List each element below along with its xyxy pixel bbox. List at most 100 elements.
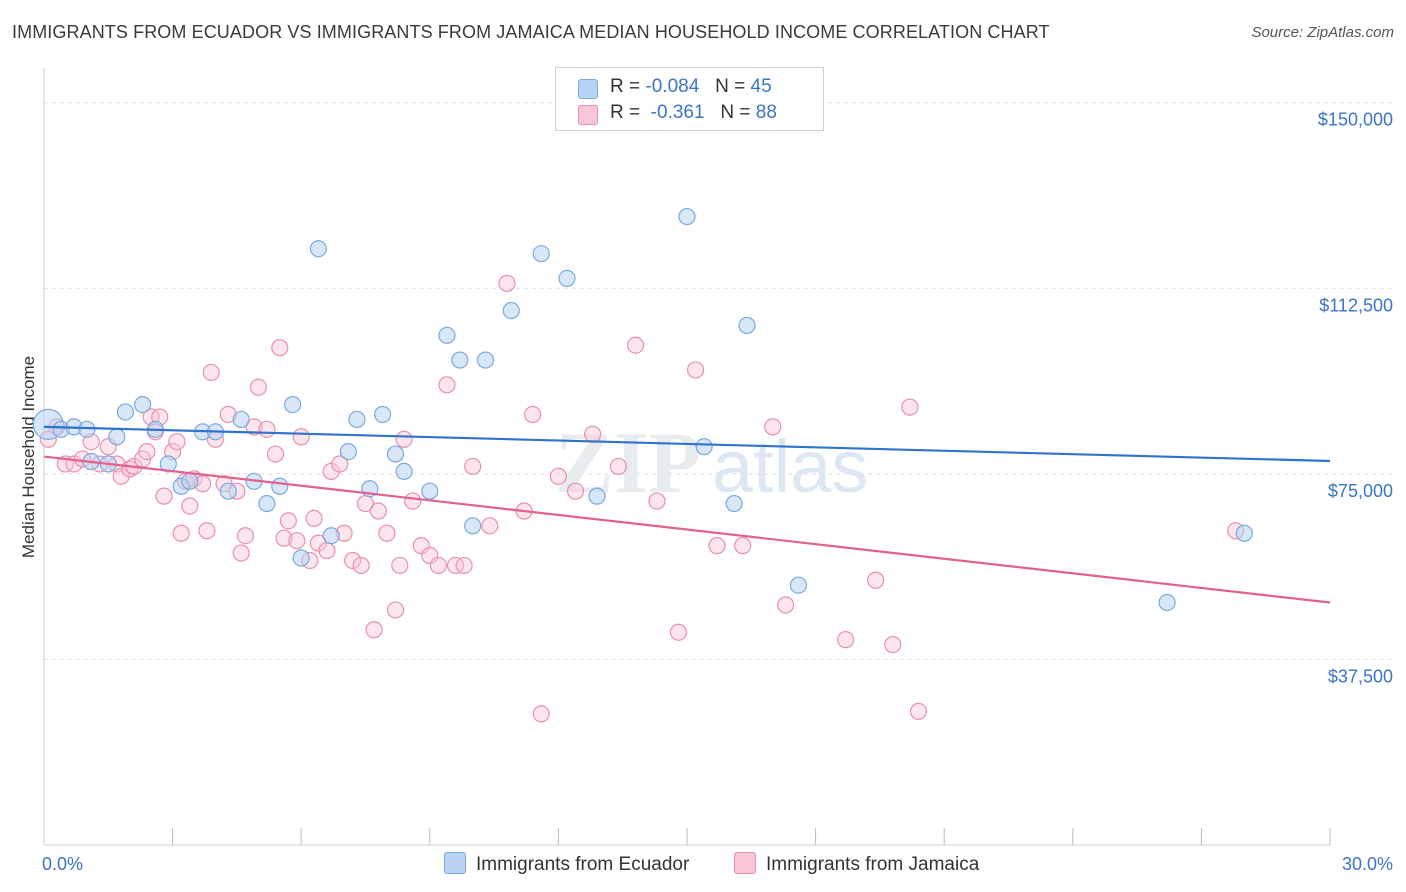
jamaica-point xyxy=(266,445,285,463)
jamaica-point xyxy=(292,428,310,446)
jamaica-point xyxy=(352,556,370,575)
ecuador-point xyxy=(181,472,199,490)
x-tick-label-max: 30.0% xyxy=(1342,854,1393,874)
legend-n-value-ecuador: 45 xyxy=(750,76,772,97)
jamaica-legend-swatch xyxy=(734,852,756,874)
ecuador-point xyxy=(116,403,135,421)
jamaica-swatch xyxy=(578,105,598,125)
axes xyxy=(43,68,1331,846)
correlation-legend: R = -0.084 N = 45 R = -0.361 N = 88 xyxy=(555,67,824,131)
jamaica-point xyxy=(386,601,405,619)
ecuador-point xyxy=(78,420,96,438)
y-tick-label: $150,000 xyxy=(1318,110,1393,130)
ecuador-point xyxy=(284,395,302,414)
jamaica-point xyxy=(404,492,422,510)
ecuador-trend-line xyxy=(43,425,1331,463)
jamaica-point xyxy=(566,482,585,500)
ecuador-point xyxy=(108,428,126,446)
ecuador-point xyxy=(258,494,276,513)
ecuador-point xyxy=(395,462,413,480)
legend-n-label: N = xyxy=(720,102,751,123)
jamaica-points xyxy=(39,274,1245,723)
jamaica-point xyxy=(481,517,499,535)
x-tick-labels: 0.0% 30.0% xyxy=(42,854,1393,874)
ecuador-point xyxy=(322,527,340,545)
ecuador-point xyxy=(588,487,606,505)
x-tick-label-min: 0.0% xyxy=(42,854,83,874)
jamaica-trend-line xyxy=(43,455,1331,604)
jamaica-point xyxy=(498,274,516,292)
jamaica-point xyxy=(909,702,928,720)
jamaica-point xyxy=(867,571,885,589)
chart-title: IMMIGRANTS FROM ECUADOR VS IMMIGRANTS FR… xyxy=(12,22,1050,42)
jamaica-point xyxy=(884,635,902,654)
ecuador-point xyxy=(1235,524,1253,542)
ecuador-point xyxy=(451,351,469,369)
ecuador-legend-label: Immigrants from Ecuador xyxy=(476,854,690,875)
ecuador-point xyxy=(232,410,250,429)
jamaica-point xyxy=(249,378,267,396)
legend-r-value-ecuador: -0.084 xyxy=(645,76,700,97)
jamaica-point xyxy=(626,336,645,354)
jamaica-point xyxy=(202,363,220,382)
ecuador-point xyxy=(309,240,327,258)
jamaica-point xyxy=(901,398,919,416)
jamaica-point xyxy=(318,541,336,560)
jamaica-point xyxy=(181,497,199,515)
watermark: ZIP atlas xyxy=(555,415,868,512)
ecuador-point xyxy=(438,326,456,344)
jamaica-point xyxy=(455,556,473,575)
jamaica-point xyxy=(271,339,289,357)
bottom-legend-jamaica: Immigrants from Jamaica xyxy=(734,852,979,876)
y-tick-label: $37,500 xyxy=(1328,666,1393,686)
jamaica-point xyxy=(734,537,752,555)
ecuador-point xyxy=(292,549,310,567)
ecuador-point xyxy=(476,351,495,369)
jamaica-point xyxy=(288,532,306,550)
legend-n-value-jamaica: 88 xyxy=(755,102,777,123)
jamaica-point xyxy=(669,623,688,641)
ecuador-point xyxy=(133,395,152,414)
watermark-atlas: atlas xyxy=(712,425,868,508)
y-tick-label: $75,000 xyxy=(1328,481,1393,501)
jamaica-point xyxy=(236,527,255,545)
ecuador-point xyxy=(374,405,392,424)
jamaica-point xyxy=(549,467,568,485)
ecuador-point xyxy=(502,301,520,320)
ecuador-point xyxy=(725,494,743,513)
ecuador-point xyxy=(386,445,405,463)
ecuador-point xyxy=(532,245,550,263)
ecuador-point xyxy=(695,438,713,456)
ecuador-point xyxy=(348,410,366,429)
ecuador-legend-swatch xyxy=(444,852,466,874)
ecuador-point xyxy=(219,482,237,500)
jamaica-point xyxy=(837,631,855,649)
gridlines xyxy=(44,102,1395,660)
legend-r-value-jamaica: -0.361 xyxy=(650,102,705,123)
ecuador-point xyxy=(1158,593,1176,612)
legend-r-label: R = xyxy=(610,102,641,123)
jamaica-point xyxy=(764,418,782,436)
jamaica-point xyxy=(258,420,276,438)
jamaica-point xyxy=(155,487,173,505)
jamaica-point xyxy=(532,705,550,723)
y-axis-label: Median Household Income xyxy=(19,356,38,558)
jamaica-point xyxy=(245,418,263,436)
jamaica-point xyxy=(232,544,250,562)
ecuador-point xyxy=(558,269,576,288)
jamaica-point xyxy=(438,376,456,394)
jamaica-point xyxy=(464,457,482,476)
bottom-legend-ecuador: Immigrants from Ecuador xyxy=(444,852,689,876)
ecuador-point xyxy=(159,455,177,473)
jamaica-point xyxy=(378,524,396,542)
jamaica-point xyxy=(429,556,447,575)
ecuador-points xyxy=(32,207,1253,612)
jamaica-point xyxy=(609,457,628,476)
jamaica-point xyxy=(198,522,216,540)
jamaica-point xyxy=(344,551,362,570)
jamaica-point xyxy=(331,455,349,473)
jamaica-point xyxy=(391,556,409,575)
jamaica-point xyxy=(648,492,666,510)
jamaica-point xyxy=(369,502,387,520)
